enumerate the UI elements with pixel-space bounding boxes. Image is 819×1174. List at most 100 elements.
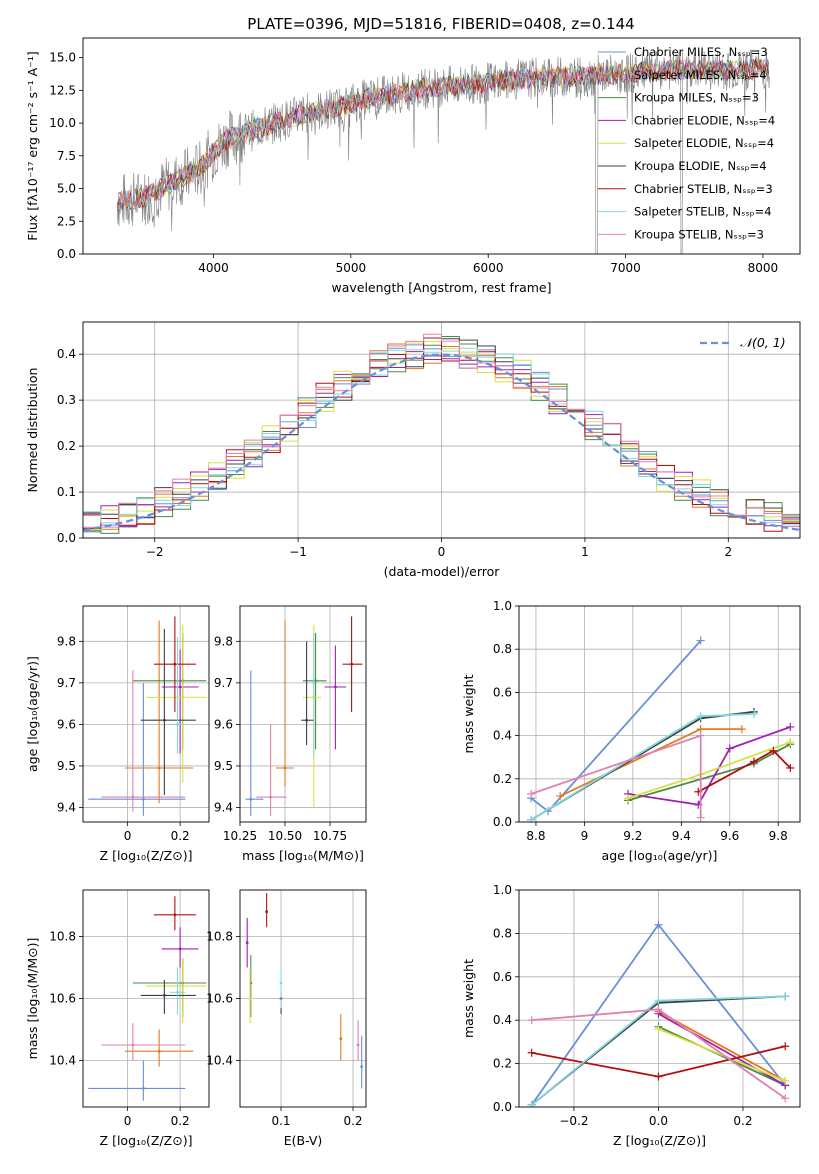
legend-entry: Chabrier ELODIE, Nₛₛₚ=4	[634, 113, 775, 127]
mass_age-ytick-label: 9.5	[214, 759, 233, 773]
z_mass-xtick-label: 0.2	[171, 1114, 190, 1128]
age_weight-point-marker	[737, 725, 746, 734]
residuals-ylabel: Normed distribution	[25, 368, 40, 493]
ebv_mass-point	[356, 1043, 360, 1047]
residuals-ticks: −2 −1 0 1 2 0.0 0.1 0.2 0.3 0.4	[57, 347, 732, 559]
age_weight-xtick-label: 9.2	[623, 829, 642, 843]
spectrum-ytick-label: 0.0	[57, 247, 76, 261]
z_age-frame	[82, 605, 210, 823]
z_age-point	[173, 662, 177, 666]
residuals-ytick-label: 0.1	[57, 485, 76, 499]
mass_age-ytick-label: 9.8	[214, 634, 233, 648]
z_age-xtick-label: 0	[124, 829, 132, 843]
spectrum-xtick-label: 6000	[473, 261, 504, 275]
z_weight-point-marker	[527, 1100, 536, 1107]
z_weight-ytick-label: 0.6	[493, 970, 512, 984]
z_age-ytick-label: 9.7	[57, 676, 76, 690]
z_age-point	[157, 766, 161, 770]
z_weight-frame	[518, 889, 801, 1108]
spectrum-xlabel: wavelength [Angstrom, rest frame]	[331, 280, 551, 295]
mass_age-point	[334, 685, 337, 689]
figure-title: PLATE=0396, MJD=51816, FIBERID=0408, z=0…	[247, 15, 634, 33]
mass_age-ticks: 10.25 10.50 10.75 9.4 9.5 9.6 9.7 9.8	[214, 634, 347, 843]
z_mass-ticks: 0 0.2 10.4 10.6 10.8	[49, 930, 189, 1129]
spectrum-xtick-label: 7000	[610, 261, 641, 275]
z_weight-point-marker	[781, 992, 790, 1001]
spectrum-frame	[82, 37, 801, 255]
age_weight-ytick-label: 1.0	[493, 599, 512, 613]
z_mass-point	[173, 913, 177, 917]
z_weight-ytick-label: 0.2	[493, 1057, 512, 1071]
age_weight-point-marker	[786, 738, 795, 747]
ebv_mass-plot: 0.1 0.2 10.4 10.6 10.8 E(B-V)	[206, 889, 367, 1148]
z_weight-series-line	[658, 1025, 786, 1087]
ebv_mass-ytick-label: 10.4	[206, 1054, 233, 1068]
age_weight-point-marker	[624, 794, 633, 803]
age_weight-xlabel: age [log₁₀(age/yr)]	[602, 848, 718, 863]
z_age-point	[141, 797, 145, 801]
ebv_mass-point	[265, 910, 269, 914]
z_weight-xtick-label: 0.0	[649, 1114, 668, 1128]
z_age-xlabel: Z [log₁₀(Z/Z⊙)]	[100, 848, 193, 863]
age_weight-point-marker	[527, 815, 536, 822]
z_weight-ticks: −0.2 0.0 0.2 0.0 0.2 0.4 0.6 0.8 1.0	[493, 883, 753, 1128]
age_weight-xtick-label: 9	[581, 829, 589, 843]
ebv_mass-marks	[245, 893, 364, 1089]
residuals-xtick-label: −2	[146, 545, 164, 559]
ebv_mass-point	[245, 941, 249, 945]
legend-entry: Chabrier STELIB, Nₛₛₚ=3	[634, 182, 773, 196]
age_weight-point-marker	[696, 731, 705, 740]
z_age-point	[176, 722, 179, 726]
mass_age-xtick-label: 10.75	[313, 829, 347, 843]
z_weight-point-marker	[527, 1016, 536, 1025]
z_mass-frame	[82, 889, 210, 1108]
z_age-grid	[83, 606, 209, 822]
spectrum-ytick-label: 15.0	[49, 51, 76, 65]
z_age-ticks: 0 0.2 9.4 9.5 9.6 9.7 9.8	[57, 634, 190, 843]
z_mass-point	[157, 1049, 161, 1053]
z_weight-xlabel: Z [log₁₀(Z/Z⊙)]	[613, 1133, 706, 1148]
mass_age-point	[283, 766, 287, 770]
z_weight-ytick-label: 0.4	[493, 1013, 512, 1027]
age_weight-series-line	[697, 749, 791, 793]
mass_age-point	[350, 662, 353, 666]
legend-entry: Salpeter MILES, Nₛₛₚ=4	[634, 68, 767, 82]
age_weight-xtick-label: 8.8	[526, 829, 545, 843]
residuals-legend: 𝒩(0, 1)	[700, 335, 786, 350]
z_mass-ytick-label: 10.8	[49, 930, 76, 944]
z_weight-xtick-label: 0.2	[733, 1114, 752, 1128]
mass_age-xlabel: mass [log₁₀(M/M⊙)]	[242, 848, 364, 863]
spectrum-ytick-label: 10.0	[49, 116, 76, 130]
legend-entry: Salpeter STELIB, Nₛₛₚ=4	[634, 205, 772, 219]
z_mass-point	[181, 984, 185, 988]
z_weight-point-marker	[654, 920, 663, 929]
spectrum-ytick-label: 7.5	[57, 149, 76, 163]
z_weight-series-line	[657, 1012, 786, 1087]
z_mass-point	[131, 1043, 135, 1047]
z_weight-plot: −0.2 0.0 0.2 0.0 0.2 0.4 0.6 0.8 1.0 Z [log₁₀(Z/Z…	[461, 883, 801, 1148]
z_mass-ylabel: mass [log₁₀(M/M⊙)]	[25, 938, 40, 1060]
legend-entry: Kroupa ELODIE, Nₛₛₚ=4	[634, 159, 767, 173]
residuals-plot: −2 −1 0 1 2 0.0 0.1 0.2 0.3 0.4 (data-model)/error…	[25, 321, 801, 579]
z_age-ytick-label: 9.8	[57, 634, 76, 648]
mass_age-point	[305, 718, 308, 722]
residuals-marks	[83, 333, 800, 534]
age_weight-point-marker	[725, 744, 734, 753]
z_age-ytick-label: 9.4	[57, 800, 76, 814]
residuals-ytick-label: 0.4	[57, 347, 76, 361]
z_weight-point-marker	[527, 1048, 536, 1057]
mass_age-marks	[245, 616, 363, 816]
z_mass-xlabel: Z [log₁₀(Z/Z⊙)]	[100, 1133, 193, 1148]
legend-entry: Kroupa STELIB, Nₛₛₚ=3	[634, 227, 764, 241]
z_weight-ylabel: mass weight	[461, 959, 476, 1038]
z_weight-ytick-label: 1.0	[493, 883, 512, 897]
age_weight-point-marker	[696, 813, 705, 822]
residuals-ytick-label: 0.3	[57, 393, 76, 407]
mass_age-frame	[239, 605, 367, 823]
ebv_mass-point	[248, 997, 252, 1000]
age_weight-ytick-label: 0.2	[493, 772, 512, 786]
ebv_mass-ticks: 0.1 0.2 10.4 10.6 10.8	[206, 930, 362, 1129]
residuals-ytick-label: 0.0	[57, 531, 76, 545]
age_weight-ytick-label: 0.8	[493, 642, 512, 656]
